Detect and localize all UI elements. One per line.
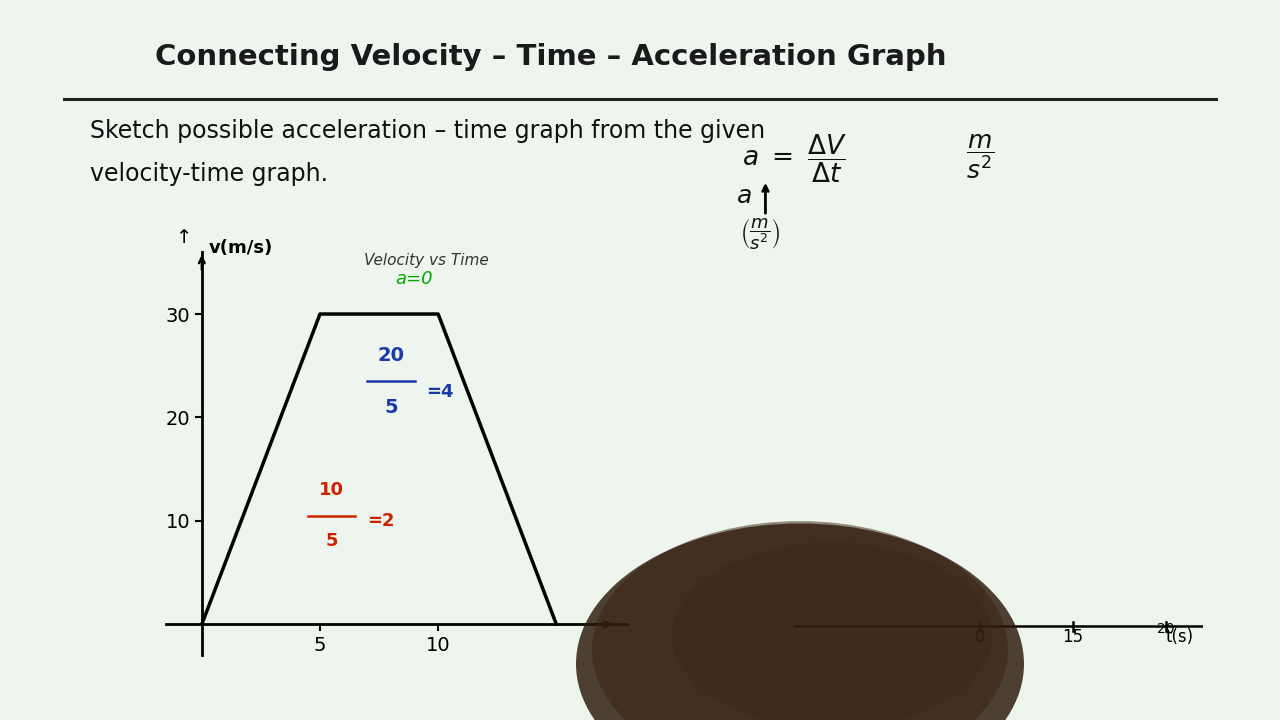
Text: Connecting Velocity – Time – Acceleration Graph: Connecting Velocity – Time – Acceleratio… — [155, 43, 946, 71]
Text: $a$: $a$ — [736, 184, 751, 207]
Text: 5: 5 — [384, 397, 398, 417]
Text: velocity-time graph.: velocity-time graph. — [90, 162, 328, 186]
Text: 5: 5 — [325, 533, 338, 551]
Text: $a\ =\ \dfrac{\Delta V}{\Delta t}$: $a\ =\ \dfrac{\Delta V}{\Delta t}$ — [742, 133, 847, 186]
Text: =2: =2 — [367, 512, 394, 530]
Text: =4: =4 — [426, 382, 454, 400]
Text: 15: 15 — [1062, 629, 1083, 647]
Ellipse shape — [672, 542, 992, 720]
Text: $\left(\dfrac{m}{s^2}\right)$: $\left(\dfrac{m}{s^2}\right)$ — [740, 216, 781, 252]
Text: 10: 10 — [319, 481, 344, 499]
Text: 20: 20 — [378, 346, 404, 365]
Text: 0: 0 — [974, 629, 986, 647]
Text: v(m/s): v(m/s) — [209, 239, 273, 257]
Text: Sketch possible acceleration – time graph from the given: Sketch possible acceleration – time grap… — [90, 119, 764, 143]
Text: t(s): t(s) — [1166, 629, 1194, 647]
Ellipse shape — [576, 523, 1024, 720]
Text: $\dfrac{m}{s^2}$: $\dfrac{m}{s^2}$ — [966, 133, 995, 181]
Text: 20: 20 — [1157, 623, 1174, 636]
Text: $\uparrow$: $\uparrow$ — [172, 228, 189, 247]
Ellipse shape — [591, 521, 1009, 720]
Text: a=0: a=0 — [396, 270, 434, 288]
Text: Velocity vs Time: Velocity vs Time — [364, 253, 489, 268]
